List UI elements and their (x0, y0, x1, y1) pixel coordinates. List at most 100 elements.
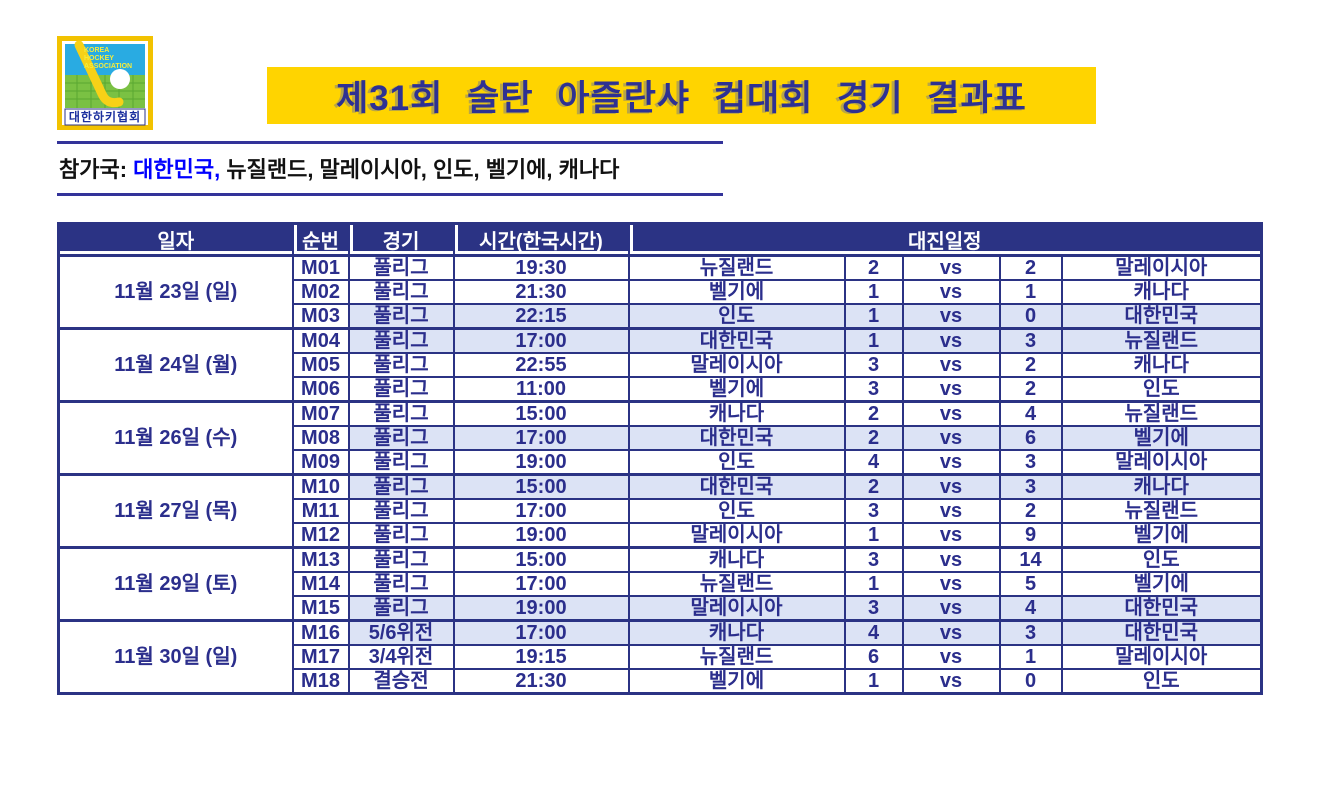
match-type-cell: 풀리그 (347, 376, 455, 403)
away-score-cell: 3 (998, 449, 1063, 476)
match-type-cell: 풀리그 (347, 473, 455, 500)
match-time-cell: 19:00 (452, 449, 630, 476)
match-row: 11월 27일 (목) M10 풀리그 15:00 대한민국 2 vs 3 캐나다 (57, 473, 1263, 549)
home-score-cell: 2 (843, 254, 904, 281)
away-score-cell: 0 (998, 668, 1063, 695)
away-score-cell: 2 (998, 498, 1063, 524)
match-number-cell: M01 (291, 254, 350, 281)
date-cell: 11월 23일 (일) (57, 254, 294, 330)
match-type-cell: 풀리그 (347, 303, 455, 330)
home-score-cell: 1 (843, 279, 904, 305)
home-team-cell: 뉴질랜드 (627, 644, 846, 670)
match-number-cell: M07 (291, 400, 350, 427)
match-type-cell: 5/6위전 (347, 619, 455, 646)
page-title: 제31회 술탄 아즐란샤 컵대회 경기 결과표 (336, 79, 1027, 118)
hockey-association-logo-graphic: KOREA HOCKEY ASSOCIATION 대한하키협회 (57, 36, 153, 130)
match-type-cell: 풀리그 (347, 449, 455, 476)
match-number-cell: M11 (291, 498, 350, 524)
home-team-cell: 인도 (627, 498, 846, 524)
away-team-cell: 대한민국 (1060, 595, 1263, 622)
logo-text-en-3: ASSOCIATION (84, 63, 132, 70)
match-time-cell: 19:30 (452, 254, 630, 281)
results-table: 일자 순번 경기 시간(한국시간) 대진일정 11월 23일 (일) M01 풀리그… (57, 222, 1264, 695)
match-time-cell: 21:30 (452, 279, 630, 305)
away-score-cell: 5 (998, 571, 1063, 597)
vs-cell: vs (901, 279, 1001, 305)
vs-cell: vs (901, 303, 1001, 330)
match-type-cell: 풀리그 (347, 279, 455, 305)
date-cell: 11월 24일 (월) (57, 327, 294, 403)
away-team-cell: 캐나다 (1060, 352, 1263, 378)
match-type-cell: 풀리그 (347, 571, 455, 597)
away-team-cell: 벨기에 (1060, 522, 1263, 549)
vs-cell: vs (901, 644, 1001, 670)
home-team-cell: 뉴질랜드 (627, 571, 846, 597)
match-number-cell: M06 (291, 376, 350, 403)
home-score-cell: 4 (843, 449, 904, 476)
match-number-cell: M05 (291, 352, 350, 378)
match-number-cell: M12 (291, 522, 350, 549)
home-score-cell: 4 (843, 619, 904, 646)
vs-cell: vs (901, 498, 1001, 524)
home-score-cell: 2 (843, 473, 904, 500)
away-score-cell: 9 (998, 522, 1063, 549)
away-team-cell: 캐나다 (1060, 279, 1263, 305)
away-score-cell: 4 (998, 595, 1063, 622)
table-header-row: 일자 순번 경기 시간(한국시간) 대진일정 (57, 222, 1263, 257)
match-time-cell: 15:00 (452, 546, 630, 573)
col-header-no: 순번 (291, 222, 350, 257)
home-team-cell: 캐나다 (627, 400, 846, 427)
match-time-cell: 22:55 (452, 352, 630, 378)
home-score-cell: 3 (843, 546, 904, 573)
vs-cell: vs (901, 400, 1001, 427)
match-number-cell: M09 (291, 449, 350, 476)
away-team-cell: 말레이시아 (1060, 449, 1263, 476)
match-time-cell: 11:00 (452, 376, 630, 403)
match-number-cell: M15 (291, 595, 350, 622)
home-score-cell: 1 (843, 303, 904, 330)
away-team-cell: 뉴질랜드 (1060, 400, 1263, 427)
home-score-cell: 1 (843, 668, 904, 695)
home-score-cell: 1 (843, 522, 904, 549)
match-number-cell: M03 (291, 303, 350, 330)
match-time-cell: 17:00 (452, 327, 630, 354)
away-score-cell: 2 (998, 254, 1063, 281)
kha-logo: KOREA HOCKEY ASSOCIATION 대한하키협회 (57, 36, 153, 130)
match-row: M08 풀리그 17:00 대한민국 2 vs 6 벨기에 (59, 425, 1263, 451)
match-row: 11월 30일 (일) M16 5/6위전 17:00 캐나다 4 vs 3 대한민국 (57, 619, 1263, 695)
away-team-cell: 벨기에 (1060, 571, 1263, 597)
match-time-cell: 15:00 (452, 473, 630, 500)
match-time-cell: 17:00 (452, 498, 630, 524)
match-type-cell: 풀리그 (347, 595, 455, 622)
match-row: 11월 24일 (월) M04 풀리그 17:00 대한민국 1 vs 3 뉴질랜드 (57, 327, 1263, 403)
match-type-cell: 풀리그 (347, 352, 455, 378)
home-score-cell: 3 (843, 376, 904, 403)
date-cell: 11월 30일 (일) (57, 619, 294, 695)
home-team-cell: 캐나다 (627, 619, 846, 646)
home-team-cell: 뉴질랜드 (627, 254, 846, 281)
vs-cell: vs (901, 376, 1001, 403)
away-score-cell: 4 (998, 400, 1063, 427)
logo-text-en-2: HOCKEY (84, 55, 114, 62)
away-score-cell: 14 (998, 546, 1063, 573)
home-score-cell: 1 (843, 327, 904, 354)
match-row: M05 풀리그 22:55 말레이시아 3 vs 2 캐나다 (59, 352, 1263, 378)
home-team-cell: 인도 (627, 303, 846, 330)
away-score-cell: 3 (998, 327, 1063, 354)
vs-cell: vs (901, 522, 1001, 549)
home-team-cell: 말레이시아 (627, 352, 846, 378)
match-row: M12 풀리그 19:00 말레이시아 1 vs 9 벨기에 (59, 522, 1263, 549)
match-number-cell: M13 (291, 546, 350, 573)
home-score-cell: 3 (843, 352, 904, 378)
vs-cell: vs (901, 473, 1001, 500)
away-score-cell: 2 (998, 376, 1063, 403)
match-row: 11월 29일 (토) M13 풀리그 15:00 캐나다 3 vs 14 인도 (57, 546, 1263, 622)
match-number-cell: M08 (291, 425, 350, 451)
away-score-cell: 1 (998, 644, 1063, 670)
date-cell: 11월 27일 (목) (57, 473, 294, 549)
match-type-cell: 풀리그 (347, 254, 455, 281)
participants-other-countries: 뉴질랜드, 말레이시아, 인도, 벨기에, 캐나다 (226, 157, 620, 182)
logo-text-en-1: KOREA (84, 47, 109, 54)
match-time-cell: 19:15 (452, 644, 630, 670)
away-score-cell: 1 (998, 279, 1063, 305)
